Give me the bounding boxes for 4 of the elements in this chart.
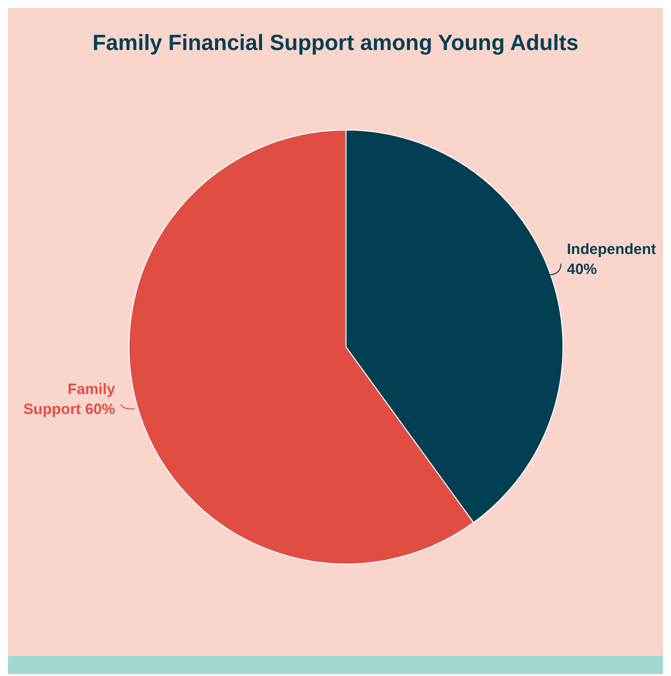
chart-title: Family Financial Support among Young Adults <box>91 30 580 56</box>
slice-label: Family Support 60% <box>23 381 116 418</box>
data-label: 40% <box>566 260 597 278</box>
slice-label: Independent <box>566 240 656 258</box>
